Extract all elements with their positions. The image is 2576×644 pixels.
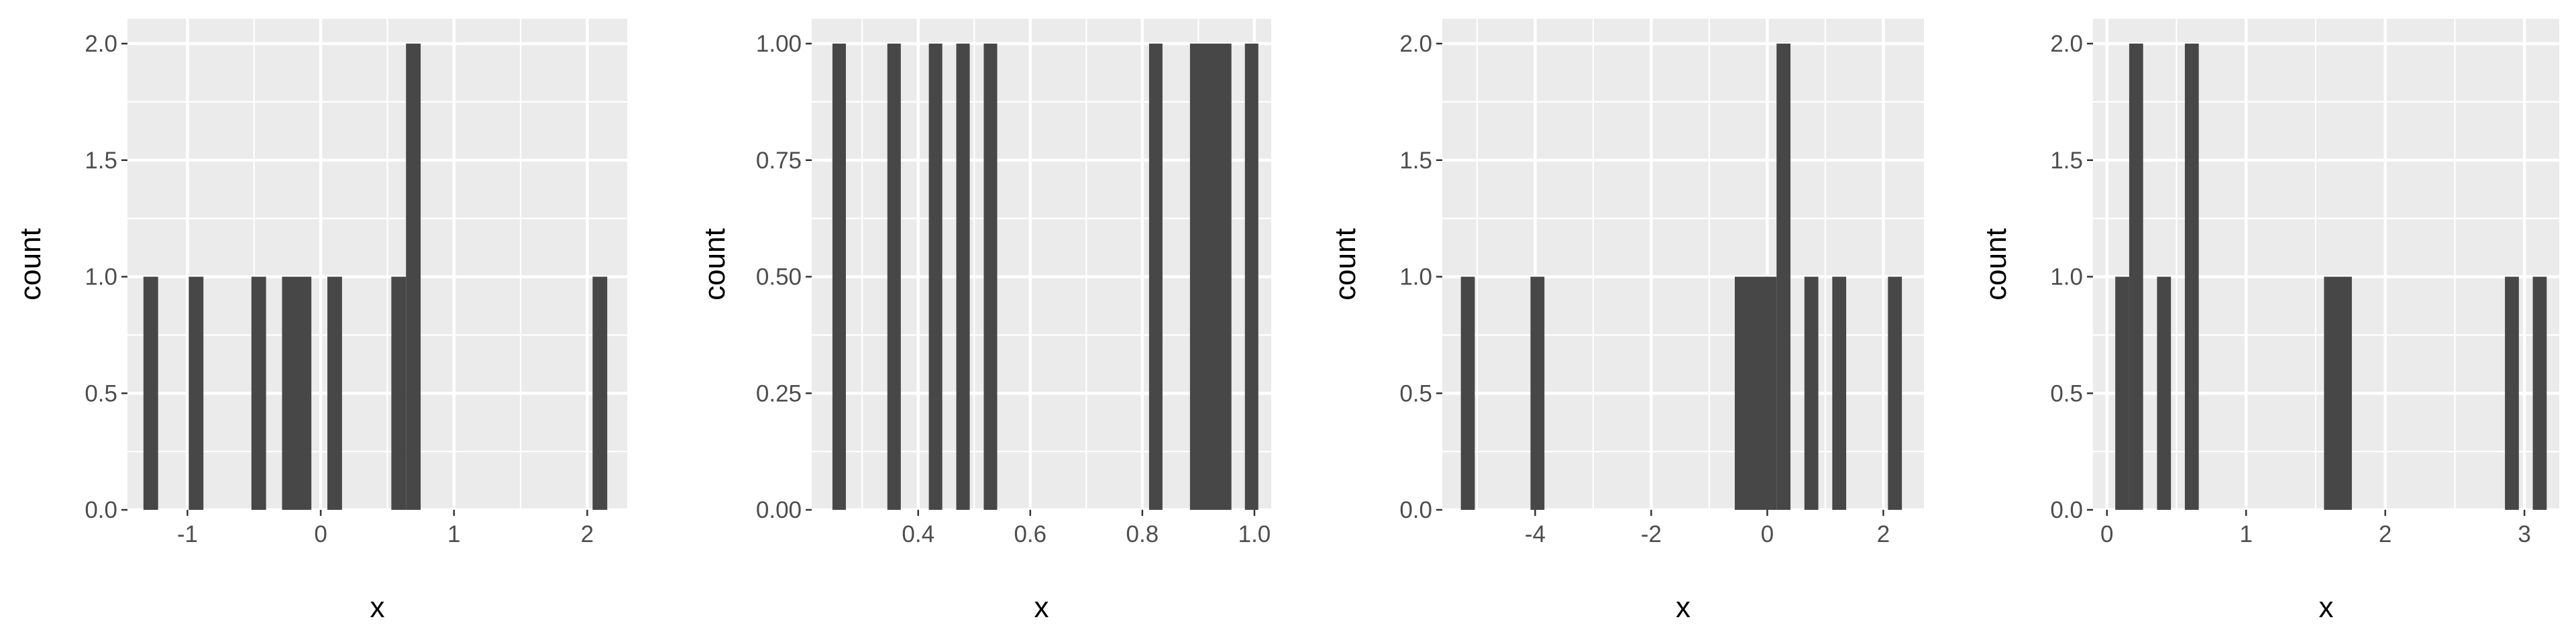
x-tick-label: 2 [581, 521, 594, 547]
histogram-bar [956, 44, 970, 510]
histogram-panel-2: 0.00 0.25 0.50 0.75 1.00 0.4 0.6 0.8 1.0 x count [698, 19, 1271, 624]
histogram-bar [1776, 44, 1791, 510]
y-axis-title: count [698, 228, 731, 301]
y-tick-label: 0.5 [85, 380, 117, 407]
histogram-bar [983, 44, 998, 510]
x-axis-title: x [1034, 591, 1049, 624]
x-tick-label: 1.0 [1238, 521, 1271, 547]
histogram-bar [928, 44, 943, 510]
y-axis-title: count [1980, 228, 2012, 301]
panel-background [127, 19, 627, 510]
histogram-bar [189, 276, 204, 510]
x-tick-label: 1 [2239, 521, 2252, 547]
histogram-bar [327, 276, 342, 510]
x-tick-label: 1 [447, 521, 460, 547]
x-tick-label: -4 [1525, 521, 1546, 547]
histogram-bar [2115, 276, 2129, 510]
x-tick-label: 3 [2518, 521, 2530, 547]
y-tick-label: 1.5 [2050, 148, 2083, 174]
histogram-bar [1734, 276, 1777, 510]
x-axis-title: x [1676, 591, 1690, 624]
y-tick-label: 0.5 [1399, 380, 1432, 407]
histogram-bar [887, 44, 901, 510]
y-tick-label: 0.0 [2050, 497, 2083, 523]
y-tick-label: 1.0 [1399, 264, 1432, 290]
x-tick-label: -2 [1641, 521, 1662, 547]
y-tick-label: 1.0 [2050, 264, 2083, 290]
histogram-bar [1530, 276, 1545, 510]
y-tick-label: 0.00 [756, 497, 802, 523]
histogram-bar [1804, 276, 1819, 510]
y-tick-label: 2.0 [1399, 31, 1432, 57]
histogram-bar [143, 276, 158, 510]
x-tick-label: 0 [2100, 521, 2113, 547]
histogram-bar [391, 276, 407, 510]
x-tick-label: -1 [177, 521, 198, 547]
x-tick-label: 2 [1877, 521, 1890, 547]
histogram-bar [2129, 44, 2143, 510]
y-tick-label: 0.0 [85, 497, 117, 523]
histogram-bar [2324, 276, 2352, 510]
histogram-bar [251, 276, 266, 510]
histogram-panel-1: 0.0 0.5 1.0 1.5 2.0 -1 0 1 2 x count [14, 19, 627, 624]
histogram-bar [1244, 44, 1258, 510]
y-tick-label: 0.50 [756, 264, 802, 290]
y-tick-label: 1.5 [85, 148, 117, 174]
histogram-bar [1189, 44, 1232, 510]
x-tick-label: 0.4 [902, 521, 934, 547]
y-axis-title: count [1329, 228, 1362, 301]
histogram-bar [2157, 276, 2171, 510]
x-tick-label: 0 [314, 521, 327, 547]
x-tick-label: 0 [1761, 521, 1774, 547]
panel-background [1442, 19, 1924, 510]
y-tick-label: 2.0 [85, 31, 117, 57]
y-tick-label: 2.0 [2050, 31, 2083, 57]
histogram-bar [1832, 276, 1847, 510]
y-axis-title: count [14, 228, 47, 301]
y-tick-label: 0.0 [1399, 497, 1432, 523]
x-axis-title: x [370, 591, 385, 624]
y-tick-label: 1.00 [756, 31, 802, 57]
histogram-bar [1148, 44, 1163, 510]
y-tick-label: 0.5 [2050, 380, 2083, 407]
x-tick-label: 2 [2379, 521, 2392, 547]
histogram-bar [1460, 276, 1475, 510]
x-tick-label: 0.8 [1126, 521, 1159, 547]
x-tick-label: 0.6 [1014, 521, 1046, 547]
histogram-bar [832, 44, 846, 510]
y-tick-label: 1.0 [85, 264, 117, 290]
y-tick-label: 0.75 [756, 148, 802, 174]
histogram-bar [2184, 44, 2199, 510]
histogram-bar [406, 44, 421, 510]
histogram-bar [1888, 276, 1902, 510]
histogram-bar [2532, 276, 2547, 510]
histogram-bar [2505, 276, 2519, 510]
histogram-panel-3: 0.0 0.5 1.0 1.5 2.0 -4 -2 0 2 x count [1329, 19, 1924, 624]
x-axis-title: x [2319, 591, 2334, 624]
histogram-bar [592, 276, 608, 510]
histogram-bar [282, 276, 312, 510]
y-tick-label: 0.25 [756, 380, 802, 407]
y-tick-label: 1.5 [1399, 148, 1432, 174]
histogram-panel-4: 0.0 0.5 1.0 1.5 2.0 0 1 2 3 x count [1980, 19, 2559, 624]
